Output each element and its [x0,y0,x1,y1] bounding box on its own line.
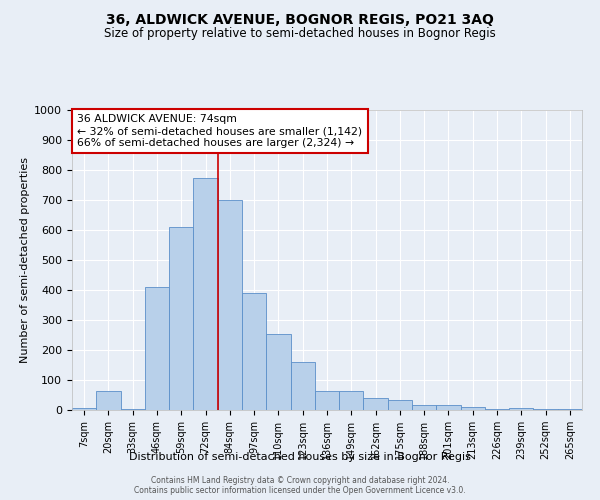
Text: 36 ALDWICK AVENUE: 74sqm
← 32% of semi-detached houses are smaller (1,142)
66% o: 36 ALDWICK AVENUE: 74sqm ← 32% of semi-d… [77,114,362,148]
Text: Size of property relative to semi-detached houses in Bognor Regis: Size of property relative to semi-detach… [104,28,496,40]
Bar [145,287,169,410]
Bar [485,408,509,410]
Bar [533,409,558,410]
Bar [509,408,533,410]
Bar [169,227,193,410]
Bar [388,400,412,410]
Bar [96,390,121,410]
Bar [72,408,96,410]
Text: Distribution of semi-detached houses by size in Bognor Regis: Distribution of semi-detached houses by … [129,452,471,462]
Bar [193,178,218,410]
Bar [266,334,290,410]
Bar [339,390,364,410]
Bar [121,408,145,410]
Bar [218,200,242,410]
Bar [315,390,339,410]
Bar [558,408,582,410]
Text: Contains HM Land Registry data © Crown copyright and database right 2024.
Contai: Contains HM Land Registry data © Crown c… [134,476,466,495]
Bar [290,362,315,410]
Y-axis label: Number of semi-detached properties: Number of semi-detached properties [20,157,30,363]
Bar [412,404,436,410]
Text: 36, ALDWICK AVENUE, BOGNOR REGIS, PO21 3AQ: 36, ALDWICK AVENUE, BOGNOR REGIS, PO21 3… [106,12,494,26]
Bar [242,293,266,410]
Bar [461,407,485,410]
Bar [364,398,388,410]
Bar [436,404,461,410]
